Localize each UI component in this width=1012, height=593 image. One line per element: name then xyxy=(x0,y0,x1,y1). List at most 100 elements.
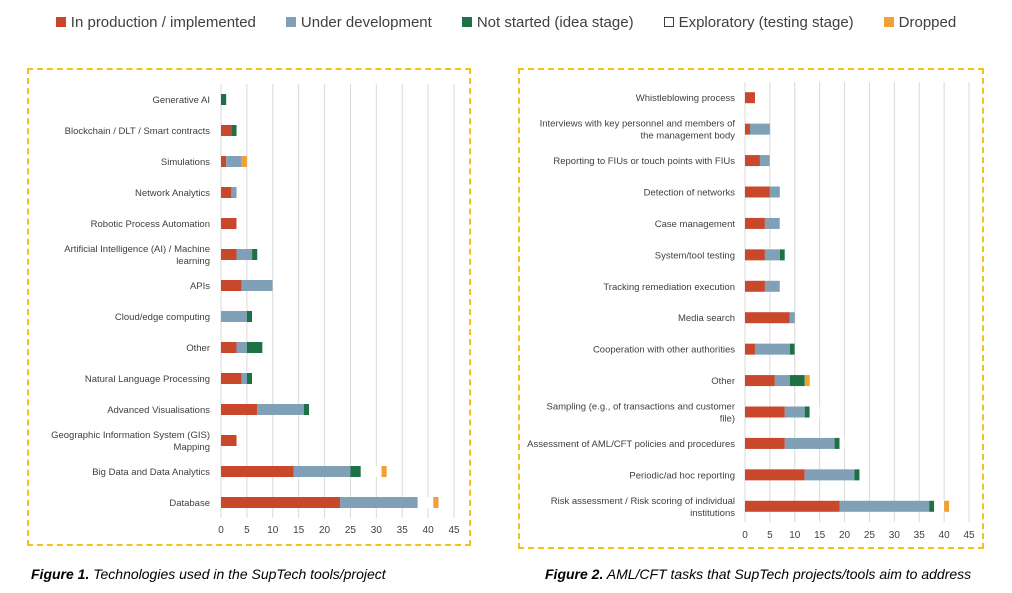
legend-swatch xyxy=(285,17,296,27)
bar-segment xyxy=(221,125,232,136)
bar-segment xyxy=(745,249,765,261)
chart-legend: In production / implemented Under develop… xyxy=(0,12,1012,32)
bar-segment xyxy=(221,435,237,446)
bar-segment xyxy=(252,373,263,384)
category-label: Natural Language Processing xyxy=(85,374,210,385)
bar-segment xyxy=(754,343,790,355)
legend-swatch xyxy=(883,17,894,27)
figure-1-caption-number: Figure 1. xyxy=(31,566,90,582)
figure-1-chart: 0 5 10 15 20 25 30 35 40 45 Generative AI Blockchai… xyxy=(51,84,460,536)
bar-segment xyxy=(745,343,755,355)
bar-segment xyxy=(809,406,820,418)
bar-segment xyxy=(221,187,232,198)
bar-segment xyxy=(360,466,382,477)
bar-segment xyxy=(804,375,810,387)
category-label: System/tool testing xyxy=(655,250,735,261)
bar-segment xyxy=(350,466,361,477)
x-tick-label: 10 xyxy=(789,530,801,541)
x-tick-label: 40 xyxy=(939,530,951,541)
bar-segment xyxy=(221,497,341,508)
bar-segment xyxy=(236,218,242,229)
category-label: Whistleblowing process xyxy=(636,93,736,104)
bar-segment xyxy=(381,466,387,477)
category-label: Geographic Information System (GIS) Mappi… xyxy=(51,430,210,453)
legend-swatch xyxy=(55,17,66,27)
bar-segment xyxy=(789,343,795,355)
category-label: Risk assessment / Risk scoring of indivi… xyxy=(551,496,736,519)
legend-item: Under development xyxy=(285,13,432,31)
category-label: Reporting to FIUs or touch points with F… xyxy=(553,156,735,167)
bar-segment xyxy=(745,92,755,104)
legend-label: Exploratory (testing stage) xyxy=(678,13,854,31)
figure-1-panel: 0 5 10 15 20 25 30 35 40 45 Generative AI Blockchai… xyxy=(27,68,471,546)
bar-segment xyxy=(745,217,765,229)
bar-segment xyxy=(221,156,227,167)
bar-segment xyxy=(272,280,284,291)
category-label: Other xyxy=(186,343,210,354)
bar-segment xyxy=(241,373,247,384)
bar-segment xyxy=(246,342,263,353)
bar-segment xyxy=(745,406,785,418)
legend-item: Dropped xyxy=(883,13,957,31)
category-label: Artificial Intelligence (AI) / Machine le… xyxy=(64,244,210,267)
bar-segment xyxy=(804,469,855,481)
bar-segment xyxy=(854,469,860,481)
bar-segment xyxy=(789,375,805,387)
figure-1-caption: Figure 1. Technologies used in the SupTe… xyxy=(31,566,386,582)
x-tick-label: 45 xyxy=(448,525,460,536)
bar-segment xyxy=(417,497,434,508)
legend-item: In production / implemented xyxy=(55,14,256,31)
bar-segment xyxy=(252,249,258,260)
x-tick-label: 15 xyxy=(814,530,826,541)
bar-segment xyxy=(764,280,780,292)
bar-segment xyxy=(745,469,805,481)
bar-segment xyxy=(944,500,950,512)
bar-segment xyxy=(745,437,785,449)
legend-label: Under development xyxy=(300,13,432,31)
figure-2-caption-text: AML/CFT tasks that SupTech projects/tool… xyxy=(603,566,972,582)
bar-segment xyxy=(340,497,418,508)
figure-2-caption-number: Figure 2. xyxy=(545,566,604,582)
bar-segment xyxy=(759,155,770,167)
figure-2-caption: Figure 2. AML/CFT tasks that SupTech pro… xyxy=(545,566,971,582)
bar-segment xyxy=(221,249,237,260)
bar-segment xyxy=(779,280,790,292)
category-label: Assessment of AML/CFT policies and proce… xyxy=(527,439,735,450)
x-tick-label: 45 xyxy=(963,530,975,541)
bar-segment xyxy=(433,497,439,508)
x-tick-label: 25 xyxy=(864,530,876,541)
x-tick-label: 20 xyxy=(319,525,331,536)
bar-segment xyxy=(769,186,780,198)
bar-segment xyxy=(839,437,845,449)
bar-segment xyxy=(774,375,790,387)
x-tick-label: 30 xyxy=(889,530,901,541)
x-tick-label: 5 xyxy=(767,530,773,541)
bar-segment xyxy=(231,187,237,198)
bar-segment xyxy=(934,500,945,512)
bar-segment xyxy=(257,404,304,415)
figure-1-caption-text: Technologies used in the SupTech tools/p… xyxy=(89,566,386,582)
bar-segment xyxy=(221,280,242,291)
bar-segment xyxy=(804,406,810,418)
bar-segment xyxy=(221,218,237,229)
bar-segment xyxy=(784,406,805,418)
legend-label: Dropped xyxy=(898,13,957,31)
bar-segment xyxy=(241,280,273,291)
bar-segment xyxy=(784,437,835,449)
legend-item: Exploratory (testing stage) xyxy=(663,13,854,31)
bar-segment xyxy=(221,466,294,477)
bar-segment xyxy=(745,280,765,292)
legend-label: Not started (idea stage) xyxy=(476,13,634,31)
bar-segment xyxy=(745,375,775,387)
category-label: Robotic Process Automation xyxy=(91,219,210,230)
category-label: Cloud/edge computing xyxy=(115,312,210,323)
category-label: Media search xyxy=(678,313,735,324)
bar-segment xyxy=(839,500,930,512)
x-tick-label: 40 xyxy=(423,525,435,536)
legend-item: Not started (idea stage) xyxy=(461,13,634,31)
x-tick-label: 35 xyxy=(914,530,926,541)
bar-segment xyxy=(764,217,780,229)
bar-segment xyxy=(749,123,770,135)
bar-segment xyxy=(226,156,242,167)
category-label: Tracking remediation execution xyxy=(603,282,735,293)
